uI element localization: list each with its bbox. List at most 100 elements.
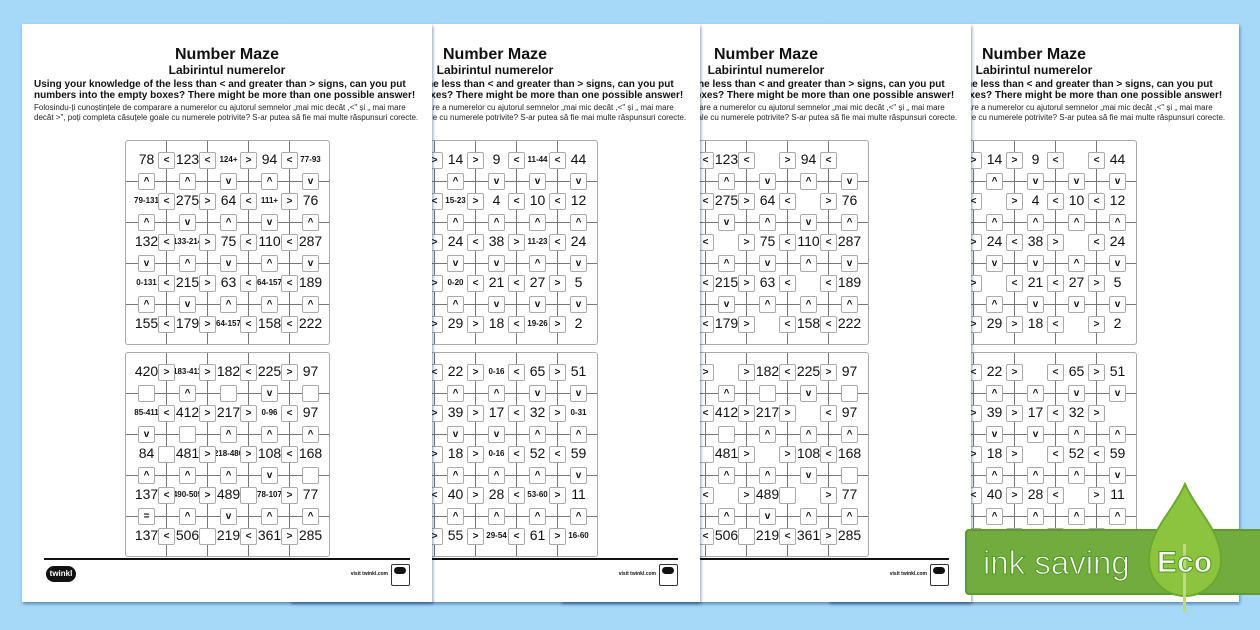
- comparison-sign-box[interactable]: ^: [447, 173, 464, 190]
- comparison-sign-box[interactable]: <: [240, 364, 257, 381]
- comparison-sign-box[interactable]: ^: [759, 467, 776, 484]
- comparison-sign-box[interactable]: <: [1088, 234, 1105, 251]
- comparison-sign-box[interactable]: v: [220, 173, 237, 190]
- comparison-sign-box[interactable]: <: [158, 152, 175, 169]
- comparison-sign-box[interactable]: ^: [759, 426, 776, 443]
- comparison-sign-box[interactable]: >: [738, 275, 755, 292]
- comparison-sign-box[interactable]: >: [779, 446, 796, 463]
- comparison-sign-box[interactable]: ^: [529, 255, 546, 272]
- comparison-sign-box[interactable]: >: [1006, 487, 1023, 504]
- comparison-sign-box[interactable]: >: [281, 528, 298, 545]
- comparison-sign-box[interactable]: >: [199, 405, 216, 422]
- comparison-sign-box[interactable]: v: [1027, 173, 1044, 190]
- comparison-sign-box[interactable]: <: [158, 316, 175, 333]
- comparison-sign-box[interactable]: ^: [447, 214, 464, 231]
- comparison-sign-box[interactable]: v: [529, 296, 546, 313]
- comparison-sign-box[interactable]: <: [549, 193, 566, 210]
- comparison-sign-box[interactable]: <: [779, 275, 796, 292]
- comparison-sign-box[interactable]: ^: [1068, 467, 1085, 484]
- comparison-sign-box[interactable]: <: [1047, 316, 1064, 333]
- comparison-sign-box[interactable]: v: [488, 173, 505, 190]
- comparison-sign-box[interactable]: ^: [841, 214, 858, 231]
- comparison-sign-box[interactable]: v: [759, 255, 776, 272]
- comparison-sign-box[interactable]: <: [820, 275, 837, 292]
- comparison-sign-box[interactable]: >: [820, 364, 837, 381]
- comparison-sign-box[interactable]: ^: [800, 426, 817, 443]
- comparison-sign-box[interactable]: ^: [841, 508, 858, 525]
- comparison-sign-box[interactable]: <: [820, 152, 837, 169]
- comparison-sign-box[interactable]: v: [986, 426, 1003, 443]
- comparison-sign-box[interactable]: ^: [570, 508, 587, 525]
- comparison-sign-box[interactable]: ^: [986, 467, 1003, 484]
- comparison-sign-box[interactable]: ^: [261, 296, 278, 313]
- comparison-sign-box[interactable]: [718, 426, 735, 443]
- comparison-sign-box[interactable]: <: [240, 193, 257, 210]
- comparison-sign-box[interactable]: ^: [986, 296, 1003, 313]
- comparison-sign-box[interactable]: ^: [447, 385, 464, 402]
- comparison-sign-box[interactable]: v: [570, 467, 587, 484]
- comparison-sign-box[interactable]: v: [841, 255, 858, 272]
- comparison-sign-box[interactable]: v: [1109, 173, 1126, 190]
- comparison-sign-box[interactable]: ^: [1109, 426, 1126, 443]
- comparison-sign-box[interactable]: v: [261, 467, 278, 484]
- comparison-sign-box[interactable]: [302, 385, 319, 402]
- comparison-sign-box[interactable]: v: [1109, 296, 1126, 313]
- comparison-sign-box[interactable]: <: [467, 234, 484, 251]
- comparison-sign-box[interactable]: ^: [302, 426, 319, 443]
- comparison-sign-box[interactable]: <: [281, 446, 298, 463]
- comparison-sign-box[interactable]: ^: [261, 426, 278, 443]
- comparison-sign-box[interactable]: >: [1088, 275, 1105, 292]
- comparison-sign-box[interactable]: >: [281, 487, 298, 504]
- comparison-sign-box[interactable]: >: [1006, 446, 1023, 463]
- comparison-sign-box[interactable]: <: [508, 446, 525, 463]
- comparison-sign-box[interactable]: ^: [718, 467, 735, 484]
- comparison-sign-box[interactable]: ^: [718, 385, 735, 402]
- comparison-sign-box[interactable]: >: [820, 193, 837, 210]
- comparison-sign-box[interactable]: ^: [138, 467, 155, 484]
- comparison-sign-box[interactable]: [779, 487, 796, 504]
- comparison-sign-box[interactable]: <: [240, 316, 257, 333]
- comparison-sign-box[interactable]: ^: [529, 426, 546, 443]
- comparison-sign-box[interactable]: >: [738, 234, 755, 251]
- comparison-sign-box[interactable]: ^: [1027, 508, 1044, 525]
- comparison-sign-box[interactable]: ^: [759, 296, 776, 313]
- comparison-sign-box[interactable]: v: [1068, 296, 1085, 313]
- comparison-sign-box[interactable]: ^: [220, 426, 237, 443]
- worksheet-page[interactable]: Number Maze Labirintul numerelor Using you…: [22, 24, 432, 602]
- comparison-sign-box[interactable]: >: [1088, 364, 1105, 381]
- comparison-sign-box[interactable]: >: [738, 405, 755, 422]
- comparison-sign-box[interactable]: <: [779, 364, 796, 381]
- comparison-sign-box[interactable]: >: [1047, 234, 1064, 251]
- comparison-sign-box[interactable]: ^: [800, 255, 817, 272]
- comparison-sign-box[interactable]: v: [718, 296, 735, 313]
- comparison-sign-box[interactable]: [240, 487, 257, 504]
- comparison-sign-box[interactable]: ^: [1068, 426, 1085, 443]
- comparison-sign-box[interactable]: <: [779, 193, 796, 210]
- comparison-sign-box[interactable]: >: [199, 487, 216, 504]
- comparison-sign-box[interactable]: ^: [488, 508, 505, 525]
- comparison-sign-box[interactable]: <: [199, 152, 216, 169]
- comparison-sign-box[interactable]: =: [138, 508, 155, 525]
- comparison-sign-box[interactable]: ^: [986, 508, 1003, 525]
- comparison-sign-box[interactable]: <: [1088, 446, 1105, 463]
- comparison-sign-box[interactable]: ^: [220, 214, 237, 231]
- comparison-sign-box[interactable]: [841, 467, 858, 484]
- comparison-sign-box[interactable]: v: [986, 255, 1003, 272]
- comparison-sign-box[interactable]: v: [261, 214, 278, 231]
- comparison-sign-box[interactable]: v: [1109, 255, 1126, 272]
- comparison-sign-box[interactable]: >: [281, 193, 298, 210]
- comparison-sign-box[interactable]: [738, 528, 755, 545]
- comparison-sign-box[interactable]: v: [488, 426, 505, 443]
- comparison-sign-box[interactable]: <: [158, 487, 175, 504]
- comparison-sign-box[interactable]: >: [199, 364, 216, 381]
- comparison-sign-box[interactable]: ^: [986, 385, 1003, 402]
- comparison-sign-box[interactable]: <: [158, 275, 175, 292]
- comparison-sign-box[interactable]: v: [800, 385, 817, 402]
- comparison-sign-box[interactable]: v: [1068, 173, 1085, 190]
- comparison-sign-box[interactable]: <: [158, 528, 175, 545]
- comparison-sign-box[interactable]: ^: [179, 173, 196, 190]
- comparison-sign-box[interactable]: >: [738, 364, 755, 381]
- comparison-sign-box[interactable]: <: [240, 275, 257, 292]
- comparison-sign-box[interactable]: v: [447, 255, 464, 272]
- comparison-sign-box[interactable]: v: [1027, 255, 1044, 272]
